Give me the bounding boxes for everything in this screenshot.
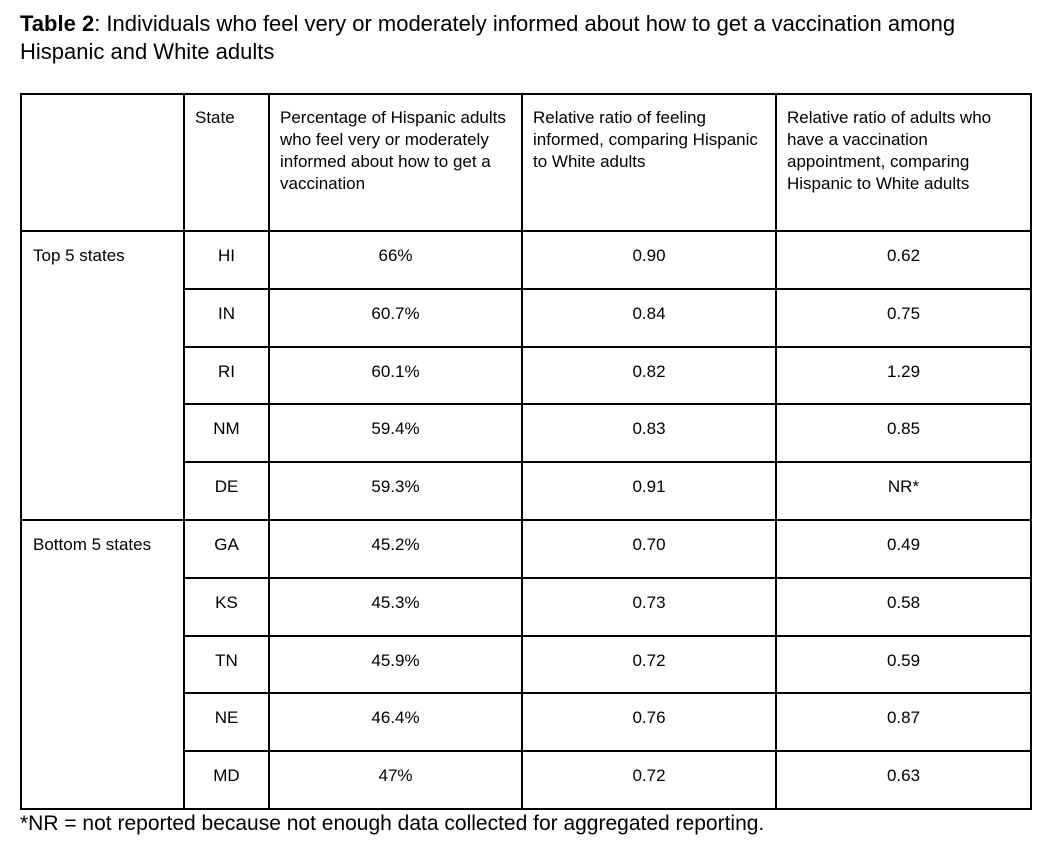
ratio-appointment-cell: 0.62 [775, 230, 1032, 290]
table-row: RI 60.1% 0.82 1.29 [21, 345, 1032, 406]
header-state: State [183, 93, 270, 232]
table-row: NE 46.4% 0.76 0.87 [21, 692, 1032, 753]
ratio-appointment-cell: 0.49 [775, 518, 1032, 579]
table-label: Table 2 [20, 11, 95, 36]
ratio-appointment-cell: 1.29 [775, 345, 1032, 406]
percentage-cell: 59.3% [268, 461, 523, 521]
table-caption: : Individuals who feel very or moderatel… [20, 11, 956, 64]
percentage-cell: 45.9% [268, 634, 523, 695]
table-row: TN 45.9% 0.72 0.59 [21, 634, 1032, 695]
table-row: Bottom 5 states GA 45.2% 0.70 0.49 [20, 518, 1032, 810]
state-cell: RI [183, 345, 270, 406]
ratio-informed-cell: 0.73 [521, 576, 777, 637]
percentage-cell: 59.4% [268, 403, 523, 464]
table-row: MD 47% 0.72 0.63 [21, 750, 1032, 810]
group-label-cell: Bottom 5 states [20, 518, 185, 810]
state-cell: IN [183, 287, 270, 348]
data-table: State Percentage of Hispanic adults who … [20, 93, 1032, 810]
group-label-cell: Top 5 states [20, 230, 185, 521]
table-row: KS 45.3% 0.73 0.58 [21, 576, 1032, 637]
table-row: IN 60.7% 0.84 0.75 [21, 287, 1032, 348]
ratio-appointment-cell: 0.87 [775, 692, 1032, 753]
header-ratio-appointment: Relative ratio of adults who have a vacc… [775, 93, 1032, 232]
ratio-appointment-cell: 0.59 [775, 634, 1032, 695]
ratio-informed-cell: 0.90 [521, 230, 777, 290]
ratio-appointment-cell: 0.58 [775, 576, 1032, 637]
state-cell: DE [183, 461, 270, 521]
state-cell: GA [183, 518, 270, 579]
state-cell: KS [183, 576, 270, 637]
header-row: State Percentage of Hispanic adults who … [20, 93, 1032, 232]
state-cell: TN [183, 634, 270, 695]
percentage-cell: 45.2% [268, 518, 523, 579]
percentage-cell: 45.3% [268, 576, 523, 637]
state-cell: MD [183, 750, 270, 810]
ratio-appointment-cell: 0.63 [775, 750, 1032, 810]
ratio-appointment-cell: 0.85 [775, 403, 1032, 464]
ratio-informed-cell: 0.83 [521, 403, 777, 464]
percentage-cell: 60.1% [268, 345, 523, 406]
header-cell-empty [20, 93, 185, 232]
ratio-informed-cell: 0.84 [521, 287, 777, 348]
footnote: *NR = not reported because not enough da… [20, 812, 765, 835]
ratio-appointment-cell: NR* [775, 461, 1032, 521]
percentage-cell: 47% [268, 750, 523, 810]
ratio-appointment-cell: 0.75 [775, 287, 1032, 348]
ratio-informed-cell: 0.82 [521, 345, 777, 406]
table-row: NM 59.4% 0.83 0.85 [21, 403, 1032, 464]
ratio-informed-cell: 0.72 [521, 750, 777, 810]
ratio-informed-cell: 0.76 [521, 692, 777, 753]
state-cell: HI [183, 230, 270, 290]
percentage-cell: 60.7% [268, 287, 523, 348]
header-percentage: Percentage of Hispanic adults who feel v… [268, 93, 523, 232]
table-row: Top 5 states HI 66% 0.90 0.62 [20, 230, 1032, 521]
table-title: Table 2: Individuals who feel very or mo… [20, 10, 1020, 66]
state-cell: NE [183, 692, 270, 753]
ratio-informed-cell: 0.91 [521, 461, 777, 521]
header-ratio-informed: Relative ratio of feeling informed, comp… [521, 93, 777, 232]
state-cell: NM [183, 403, 270, 464]
ratio-informed-cell: 0.70 [521, 518, 777, 579]
table-row: DE 59.3% 0.91 NR* [21, 461, 1032, 521]
percentage-cell: 66% [268, 230, 523, 290]
percentage-cell: 46.4% [268, 692, 523, 753]
ratio-informed-cell: 0.72 [521, 634, 777, 695]
